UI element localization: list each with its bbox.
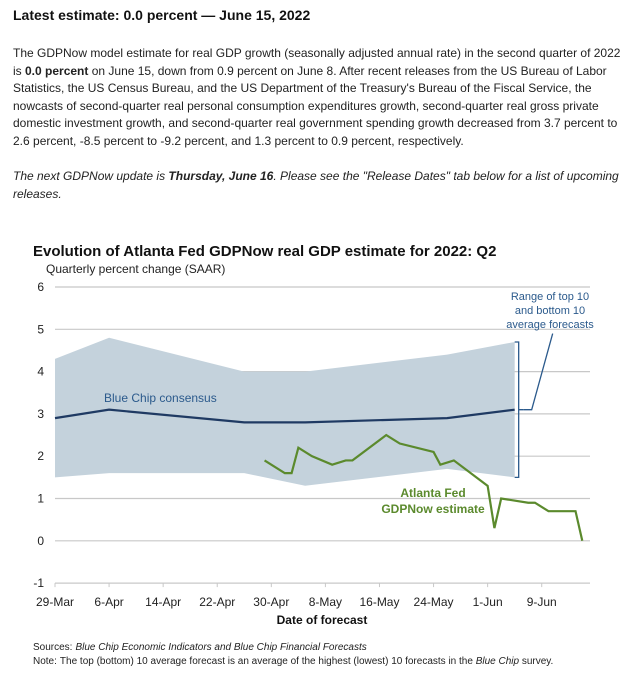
y-tick-label: 0 <box>37 534 44 548</box>
chart-subtitle: Quarterly percent change (SAAR) <box>46 262 225 276</box>
next-update-note: The next GDPNow update is Thursday, June… <box>13 168 628 203</box>
blue-chip-consensus-line <box>54 408 515 424</box>
range-label-line1: Range of top 10 <box>511 291 589 303</box>
y-tick-label: 3 <box>37 407 44 421</box>
x-tick-label: 16-May <box>359 595 399 609</box>
x-tick-label: 1-Jun <box>473 595 503 609</box>
note-text-end: survey. <box>519 656 553 667</box>
bold-estimate: 0.0 percent <box>25 63 89 78</box>
note-italic: Blue Chip <box>476 656 520 667</box>
y-tick-label: 5 <box>37 322 44 336</box>
y-tick-label: -1 <box>33 576 44 590</box>
sources-label: Sources: <box>33 642 72 653</box>
text: The GDPNow model estimate for real GDP g… <box>13 46 621 78</box>
x-tick-label: 8-May <box>309 595 342 609</box>
x-tick-label: 29-Mar <box>36 595 74 609</box>
x-axis-title: Date of forecast <box>277 613 368 627</box>
note-line: Note: The top (bottom) 10 average forecas… <box>33 656 553 667</box>
x-tick-label: 14-Apr <box>145 595 181 609</box>
gdpnow-estimate-line <box>263 433 584 542</box>
note-label: Note: <box>33 656 57 667</box>
x-tick-label: 6-Apr <box>94 595 123 609</box>
next-update-date: Thursday, June 16 <box>168 169 274 183</box>
text: The next GDPNow update is <box>13 169 169 183</box>
chart-title: Evolution of Atlanta Fed GDPNow real GDP… <box>33 243 496 260</box>
y-tick-label: 2 <box>37 449 44 463</box>
x-tick-label: 9-Jun <box>527 595 557 609</box>
text: . Please see the "Release Dates" tab bel… <box>13 169 619 201</box>
latest-estimate-heading: Latest estimate: 0.0 percent — June 15, … <box>13 7 311 23</box>
gdpnow-label-line1: Atlanta Fed <box>400 486 465 500</box>
estimate-description: The GDPNow model estimate for real GDP g… <box>13 45 628 151</box>
y-tick-label: 6 <box>37 280 44 294</box>
y-tick-label: 4 <box>37 365 44 379</box>
sources-text: Blue Chip Economic Indicators and Blue C… <box>75 642 366 653</box>
forecast-range-band <box>55 337 515 486</box>
range-label-line3: average forecasts <box>506 319 594 331</box>
range-leader-line <box>523 333 554 411</box>
text: on June 15, down from 0.9 percent on Jun… <box>13 63 618 148</box>
x-tick-label: 24-May <box>414 595 454 609</box>
blue-chip-label: Blue Chip consensus <box>104 391 217 405</box>
range-label-line2: and bottom 10 <box>515 305 585 317</box>
y-tick-label: 1 <box>37 492 44 506</box>
range-bracket <box>514 341 524 478</box>
gdpnow-label-line2: GDPNow estimate <box>381 502 485 516</box>
sources-line: Sources: Blue Chip Economic Indicators an… <box>33 642 367 653</box>
gdpnow-chart: Evolution of Atlanta Fed GDPNow real GDP… <box>33 243 594 667</box>
x-tick-label: 30-Apr <box>253 595 289 609</box>
x-tick-label: 22-Apr <box>199 595 235 609</box>
note-text: The top (bottom) 10 average forecast is … <box>60 656 476 667</box>
